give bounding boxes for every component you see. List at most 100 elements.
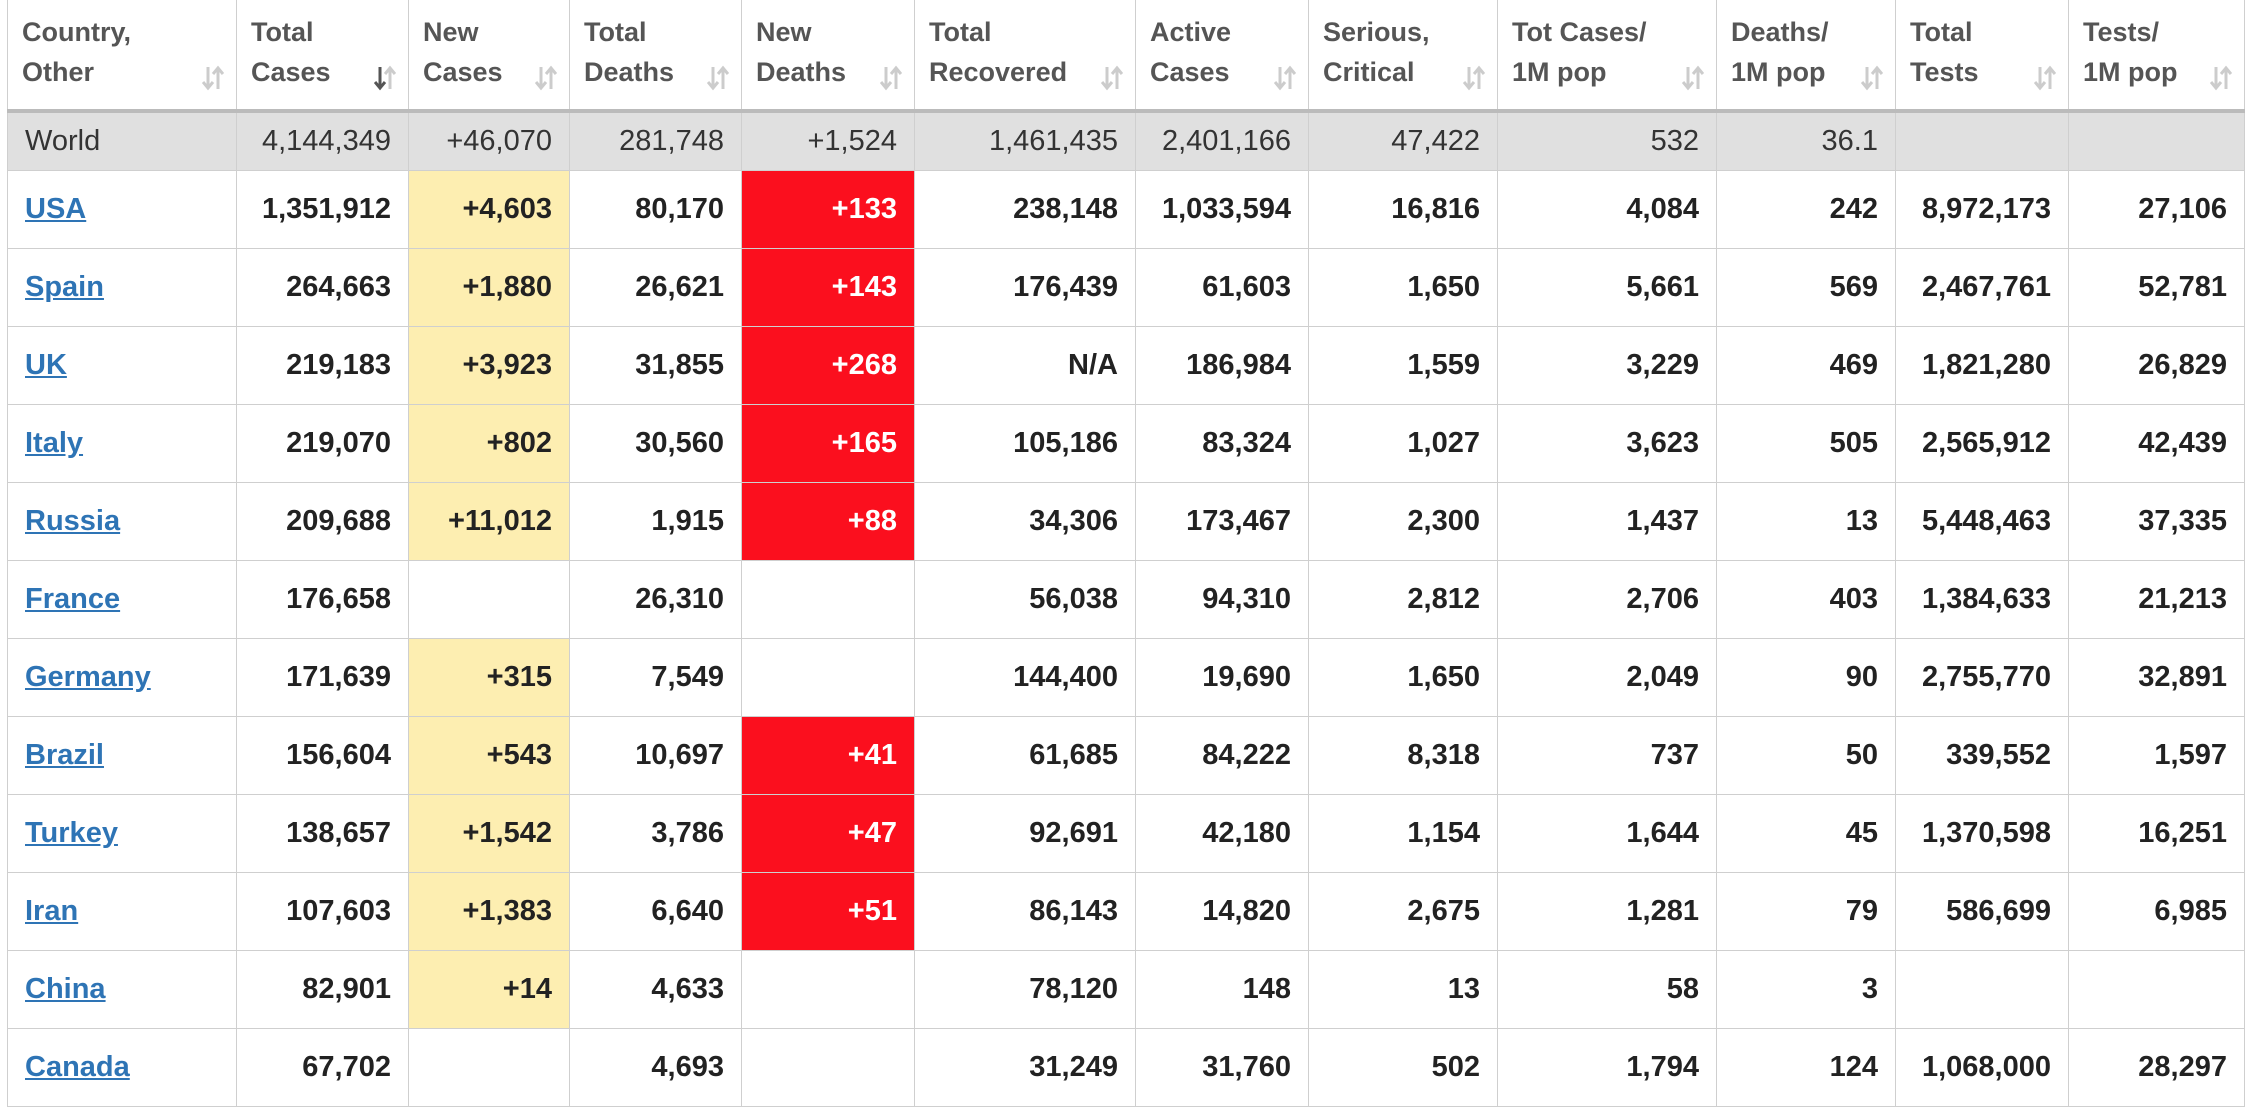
country-cell: Italy (7, 403, 237, 483)
column-header[interactable]: Total Deaths (569, 0, 742, 113)
value-cell: +165 (741, 403, 915, 483)
value-cell: +4,603 (408, 169, 570, 249)
column-header[interactable]: Active Cases (1135, 0, 1309, 113)
value-cell: 34,306 (914, 481, 1136, 561)
country-cell: China (7, 949, 237, 1029)
column-header[interactable]: New Cases (408, 0, 570, 113)
value-cell: 52,781 (2068, 247, 2245, 327)
value-cell: 82,901 (236, 949, 409, 1029)
value-cell: 32,891 (2068, 637, 2245, 717)
value-cell: 1,033,594 (1135, 169, 1309, 249)
country-link[interactable]: Italy (25, 426, 84, 459)
value-cell: +51 (741, 871, 915, 951)
country-cell: France (7, 559, 237, 639)
value-cell: +268 (741, 325, 915, 405)
value-cell: 5,448,463 (1895, 481, 2069, 561)
country-link[interactable]: Spain (25, 270, 104, 303)
value-cell: N/A (914, 325, 1136, 405)
value-cell: +11,012 (408, 481, 570, 561)
value-cell: 403 (1716, 559, 1896, 639)
country-cell: Iran (7, 871, 237, 951)
value-cell: 13 (1716, 481, 1896, 561)
value-cell: +143 (741, 247, 915, 327)
header-text: Total Recovered (929, 17, 1068, 87)
value-cell: 80,170 (569, 169, 742, 249)
value-cell: 78,120 (914, 949, 1136, 1029)
value-cell: 90 (1716, 637, 1896, 717)
column-header[interactable]: Total Recovered (914, 0, 1136, 113)
sort-icon (1861, 65, 1883, 91)
value-cell: 92,691 (914, 793, 1136, 873)
country-link[interactable]: Turkey (25, 816, 118, 849)
column-header[interactable]: New Deaths (741, 0, 915, 113)
country-link[interactable]: Brazil (25, 738, 104, 771)
value-cell: 4,084 (1497, 169, 1717, 249)
value-cell (408, 559, 570, 639)
country-cell: Germany (7, 637, 237, 717)
value-cell: 2,675 (1308, 871, 1498, 951)
sort-icon (880, 65, 902, 91)
value-cell: 2,049 (1497, 637, 1717, 717)
country-link[interactable]: Iran (25, 894, 79, 927)
country-row: Turkey 138,657 +1,542 3,786 +47 92,691 42,180 1… (7, 793, 2245, 873)
country-link[interactable]: France (25, 582, 121, 615)
value-cell: 31,249 (914, 1027, 1136, 1107)
value-cell: 1,821,280 (1895, 325, 2069, 405)
country-row: Spain 264,663 +1,880 26,621 +143 176,439 61,60… (7, 247, 2245, 327)
value-cell: 105,186 (914, 403, 1136, 483)
value-cell: 61,685 (914, 715, 1136, 795)
value-cell: 79 (1716, 871, 1896, 951)
value-cell: +47 (741, 793, 915, 873)
value-cell: 176,658 (236, 559, 409, 639)
column-header[interactable]: Country, Other (7, 0, 237, 113)
country-row: USA 1,351,912 +4,603 80,170 +133 238,148 1,033… (7, 169, 2245, 249)
column-header[interactable]: Serious, Critical (1308, 0, 1498, 113)
sort-icon (374, 65, 396, 91)
country-link[interactable]: USA (25, 192, 87, 225)
value-cell: 67,702 (236, 1027, 409, 1107)
value-cell: +14 (408, 949, 570, 1029)
header-text: Active Cases (1150, 17, 1232, 87)
value-cell: 42,180 (1135, 793, 1309, 873)
value-cell: 84,222 (1135, 715, 1309, 795)
value-cell: 2,467,761 (1895, 247, 2069, 327)
country-row: Iran 107,603 +1,383 6,640 +51 86,143 14,820 2,6… (7, 871, 2245, 951)
value-cell: +1,542 (408, 793, 570, 873)
header-text: New Deaths (756, 17, 847, 87)
value-cell: 26,310 (569, 559, 742, 639)
column-header[interactable]: Total Tests (1895, 0, 2069, 113)
value-cell: 1,384,633 (1895, 559, 2069, 639)
country-link[interactable]: Germany (25, 660, 151, 693)
value-cell: 532 (1497, 110, 1717, 171)
header-text: Country, Other (22, 17, 131, 87)
value-cell: +41 (741, 715, 915, 795)
value-cell: 42,439 (2068, 403, 2245, 483)
sort-icon (2210, 65, 2232, 91)
value-cell: 83,324 (1135, 403, 1309, 483)
sort-icon (1101, 65, 1123, 91)
value-cell: 209,688 (236, 481, 409, 561)
country-link[interactable]: UK (25, 348, 67, 381)
value-cell: 2,706 (1497, 559, 1717, 639)
country-row: China 82,901 +14 4,633 78,120 148 13 58 3 (7, 949, 2245, 1029)
value-cell: 107,603 (236, 871, 409, 951)
value-cell (741, 1027, 915, 1107)
column-header[interactable]: Total Cases (236, 0, 409, 113)
value-cell: 27,106 (2068, 169, 2245, 249)
column-header[interactable]: Tot Cases/ 1M pop (1497, 0, 1717, 113)
country-row: Canada 67,702 4,693 31,249 31,760 502 1,794 124… (7, 1027, 2245, 1107)
value-cell: 56,038 (914, 559, 1136, 639)
column-header[interactable]: Tests/ 1M pop (2068, 0, 2245, 113)
header-text: Serious, Critical (1323, 17, 1430, 87)
country-link[interactable]: Canada (25, 1050, 130, 1083)
value-cell: 4,693 (569, 1027, 742, 1107)
value-cell: 138,657 (236, 793, 409, 873)
sort-icon (1274, 65, 1296, 91)
country-link[interactable]: China (25, 972, 106, 1005)
value-cell: 1,650 (1308, 637, 1498, 717)
value-cell: 50 (1716, 715, 1896, 795)
value-cell (2068, 949, 2245, 1029)
value-cell: 186,984 (1135, 325, 1309, 405)
country-link[interactable]: Russia (25, 504, 121, 537)
column-header[interactable]: Deaths/ 1M pop (1716, 0, 1896, 113)
